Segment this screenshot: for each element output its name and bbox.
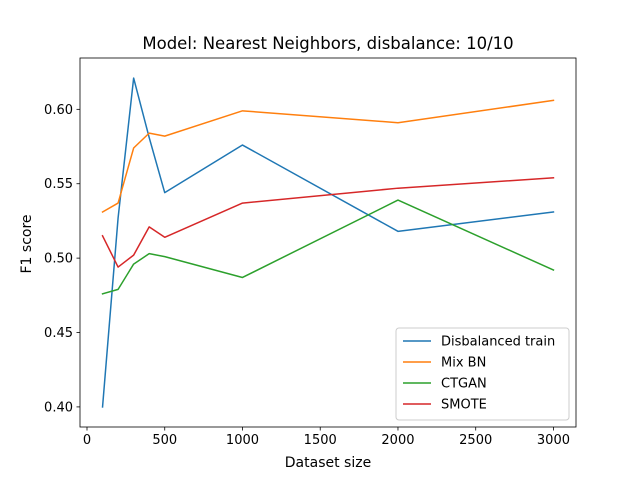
plot-area: 0 500 1000 1500 2000 2500 3000 0.40 0.45 0.50 0.55…: [44, 57, 577, 448]
legend-entry-label: Disbalanced train: [441, 335, 555, 350]
legend: Disbalanced train Mix BN CTGAN SMOTE: [395, 327, 570, 421]
y-axis-label: F1 score: [19, 214, 35, 273]
x-axis-label: Dataset size: [285, 455, 371, 471]
legend-box: [395, 327, 570, 421]
x-tick-label: 2500: [459, 433, 492, 448]
x-tick-label: 1500: [304, 433, 337, 448]
legend-entry-label: CTGAN: [441, 377, 487, 392]
x-tick-label: 2000: [381, 433, 414, 448]
chart-title: Model: Nearest Neighbors, disbalance: 10…: [142, 34, 513, 53]
series-line-mix-bn: [101, 99, 555, 214]
axes-frame: [79, 57, 577, 428]
y-tick-label: 0.60: [44, 103, 73, 118]
legend-entry-label: Mix BN: [441, 356, 486, 371]
y-tick-label: 0.50: [44, 252, 73, 267]
y-tick-label: 0.40: [44, 400, 73, 415]
x-tick-label: 3000: [537, 433, 570, 448]
x-tick-label: 1000: [226, 433, 259, 448]
series-line-smote: [101, 176, 555, 268]
y-tick-label: 0.55: [44, 177, 73, 192]
x-tick-label: 500: [152, 433, 177, 448]
series-line-ctgan: [101, 199, 555, 295]
y-tick-label: 0.45: [44, 326, 73, 341]
x-tick-label: 0: [83, 433, 91, 448]
legend-entry-label: SMOTE: [441, 398, 487, 413]
